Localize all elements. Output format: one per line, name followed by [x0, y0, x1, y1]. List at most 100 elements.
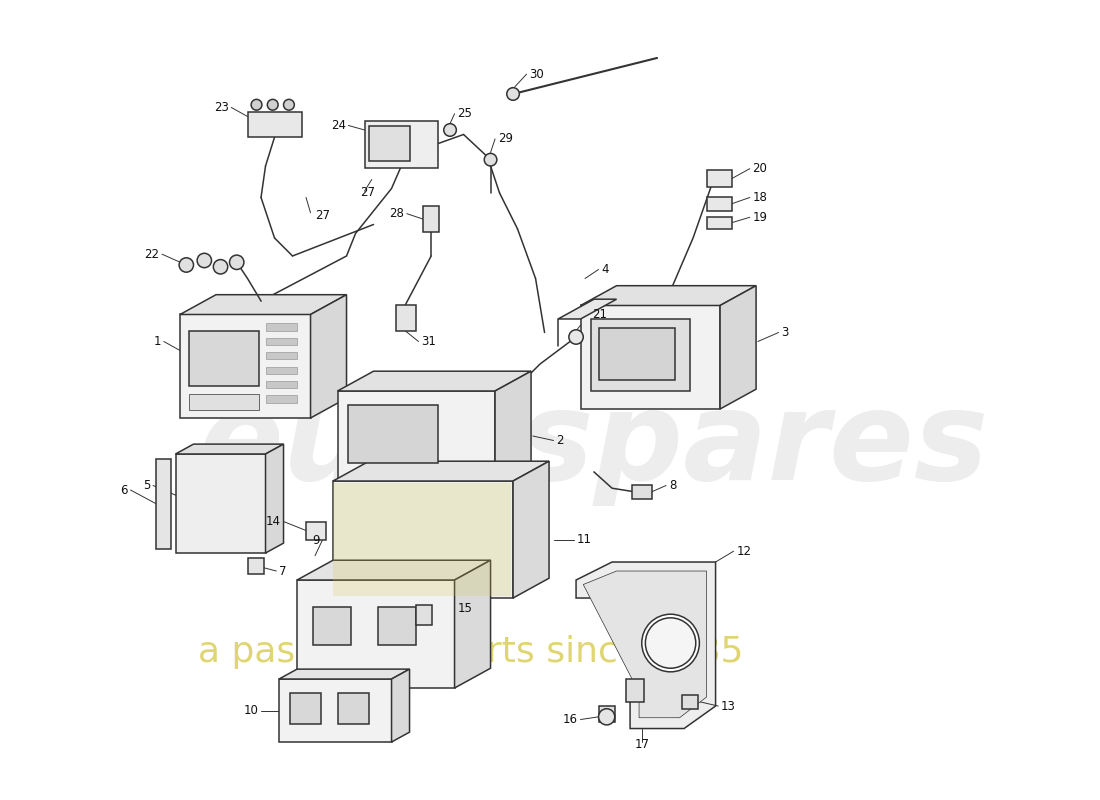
Text: 14: 14 [266, 515, 280, 528]
Circle shape [569, 330, 583, 344]
Bar [364, 121, 438, 168]
Text: 29: 29 [498, 133, 513, 146]
Text: a passion for parts since 1985: a passion for parts since 1985 [198, 635, 744, 669]
Bar [349, 405, 438, 463]
Polygon shape [297, 580, 454, 688]
Text: 9: 9 [312, 534, 319, 547]
Text: 28: 28 [389, 207, 404, 220]
Bar [314, 607, 351, 645]
Polygon shape [265, 444, 284, 553]
Bar [265, 381, 297, 388]
Bar [265, 366, 297, 374]
Polygon shape [338, 391, 495, 481]
Text: 27: 27 [315, 209, 330, 222]
Text: 25: 25 [458, 107, 472, 120]
Bar [189, 330, 260, 386]
Text: 11: 11 [578, 533, 592, 546]
Circle shape [641, 614, 700, 672]
Polygon shape [338, 371, 531, 391]
Circle shape [251, 99, 262, 110]
Text: eurospares: eurospares [198, 385, 988, 506]
Text: 10: 10 [243, 704, 258, 717]
Text: 27: 27 [360, 186, 375, 199]
Bar [368, 126, 409, 161]
Polygon shape [180, 314, 310, 418]
Polygon shape [454, 560, 491, 688]
Bar [396, 306, 416, 330]
Bar [306, 522, 326, 539]
Circle shape [197, 254, 211, 268]
Polygon shape [333, 481, 513, 598]
Circle shape [484, 154, 497, 166]
Polygon shape [583, 571, 706, 718]
Circle shape [179, 258, 194, 272]
Text: 8: 8 [669, 479, 676, 492]
Bar [416, 606, 432, 625]
Circle shape [213, 259, 228, 274]
Circle shape [267, 99, 278, 110]
Bar [424, 206, 439, 232]
Polygon shape [720, 286, 756, 409]
Polygon shape [279, 669, 409, 679]
Circle shape [443, 124, 456, 136]
Text: 17: 17 [635, 738, 649, 751]
Text: 5: 5 [143, 479, 151, 492]
Bar [248, 558, 264, 574]
Bar [706, 198, 732, 211]
Polygon shape [513, 462, 549, 598]
Polygon shape [156, 458, 170, 549]
Polygon shape [248, 112, 301, 137]
Polygon shape [279, 679, 392, 742]
Bar [265, 352, 297, 359]
Bar [265, 395, 297, 402]
Circle shape [507, 88, 519, 100]
Bar [289, 693, 321, 724]
Bar [626, 679, 644, 702]
Text: 23: 23 [213, 101, 229, 114]
Polygon shape [310, 294, 346, 418]
Polygon shape [297, 560, 491, 580]
Text: 1: 1 [154, 335, 161, 348]
Text: 13: 13 [720, 699, 736, 713]
Polygon shape [392, 669, 409, 742]
Circle shape [646, 618, 696, 668]
Bar [189, 394, 260, 410]
Polygon shape [176, 454, 265, 553]
Text: 22: 22 [144, 248, 159, 261]
Bar [631, 485, 651, 499]
Bar [592, 319, 691, 391]
Polygon shape [333, 483, 512, 596]
Text: 30: 30 [529, 68, 544, 81]
Polygon shape [333, 462, 549, 481]
Bar [378, 607, 416, 645]
Bar [682, 695, 698, 709]
Polygon shape [176, 444, 284, 454]
Text: 12: 12 [736, 545, 751, 558]
Text: 16: 16 [563, 713, 578, 726]
Text: 24: 24 [331, 119, 345, 132]
Text: 20: 20 [752, 162, 768, 175]
Polygon shape [581, 306, 720, 409]
Circle shape [230, 255, 244, 270]
Text: 2: 2 [557, 434, 564, 447]
Text: 31: 31 [421, 335, 436, 348]
Text: 4: 4 [602, 263, 608, 276]
Bar [706, 218, 732, 229]
Text: 19: 19 [752, 210, 768, 224]
Polygon shape [180, 294, 346, 314]
Bar [706, 170, 732, 186]
Circle shape [598, 709, 615, 725]
Text: 7: 7 [279, 565, 286, 578]
Polygon shape [495, 371, 531, 481]
Polygon shape [581, 286, 756, 306]
Bar [265, 338, 297, 345]
Polygon shape [576, 562, 716, 729]
Circle shape [284, 99, 295, 110]
Text: 18: 18 [752, 191, 768, 204]
Bar [265, 323, 297, 330]
Bar [598, 328, 675, 380]
Bar [338, 693, 368, 724]
Text: 6: 6 [120, 483, 128, 497]
Text: 15: 15 [458, 602, 472, 615]
Text: 21: 21 [592, 308, 607, 321]
